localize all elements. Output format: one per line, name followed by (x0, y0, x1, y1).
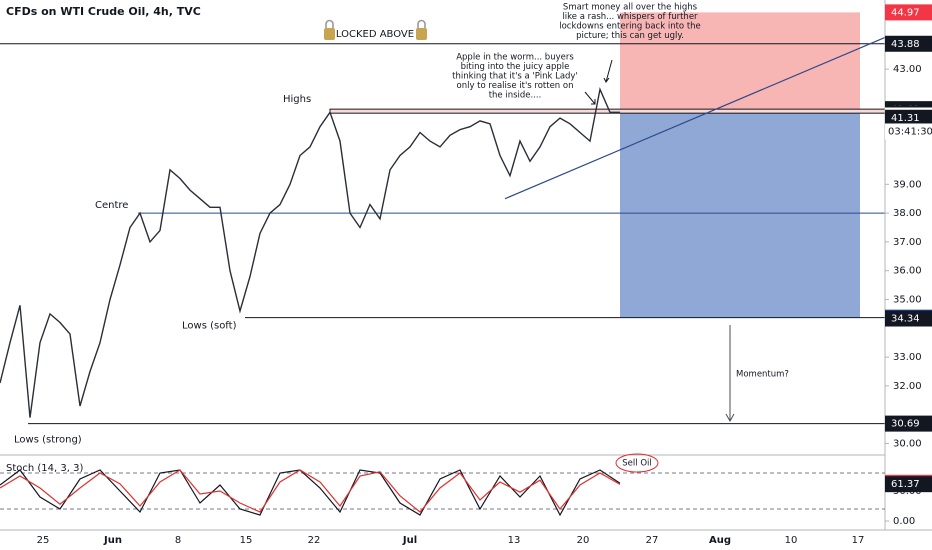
price-tag-label: 30.69 (891, 419, 920, 430)
trendline (504, 36, 886, 200)
stoch-title: Stoch (14, 3, 3) (6, 463, 83, 474)
price-tag-label: 41.31 (891, 113, 920, 124)
x-tick-label: 20 (577, 535, 590, 546)
x-tick-label: 25 (37, 535, 50, 546)
note-line: Smart money all over the highs (563, 3, 698, 13)
y-tick-label: 33.00 (893, 352, 922, 363)
price-tag (885, 109, 932, 126)
x-tick-label: Jun (103, 535, 122, 546)
target-zone (620, 113, 860, 318)
y-tick-label: 39.00 (893, 179, 922, 190)
level-label: Lows (strong) (14, 435, 82, 446)
note-line: thinking that it's a 'Pink Lady' (452, 72, 578, 82)
timer-tag (885, 123, 932, 140)
note-line: like a rash... whispers of further (562, 12, 698, 22)
x-tick-label: 10 (785, 535, 798, 546)
level-label: Highs (283, 94, 311, 105)
price-tag (885, 476, 932, 493)
plot: Highs Centre Lows (soft) Lows (strong) (0, 12, 886, 446)
price-tag-label: 34.34 (891, 314, 920, 325)
y-tick-label: 43.00 (893, 64, 922, 75)
price-tag (885, 4, 932, 21)
y-tick-label: 32.00 (893, 381, 922, 392)
level-label: Centre (95, 200, 128, 211)
stop-zone (620, 12, 860, 114)
y-tick-label: 35.00 (893, 294, 922, 305)
y-tick-label: 30.00 (893, 438, 922, 449)
level-label: Lows (soft) (182, 321, 237, 332)
price-tag (885, 35, 932, 52)
y-tick-label: 38.00 (893, 208, 922, 219)
note-line: Apple in the worm... buyers (456, 53, 574, 63)
price-line (0, 86, 620, 418)
momentum-arrow (725, 325, 735, 423)
stoch-line (0, 469, 621, 513)
note-line: lockdowns entering back into the (559, 22, 701, 32)
note-line: the inside.... (489, 91, 542, 101)
y-tick-label: 0.00 (893, 516, 915, 527)
x-tick-label: 22 (308, 535, 321, 546)
x-tick-label: 15 (240, 535, 253, 546)
x-tick-label: 17 (852, 535, 865, 546)
locked-label: LOCKED ABOVE (336, 29, 414, 40)
price-tag (885, 310, 932, 327)
x-tick-label: 13 (508, 535, 521, 546)
sell-ellipse (615, 453, 659, 473)
price-tag (885, 415, 932, 432)
arrow (584, 91, 596, 105)
chart-title: CFDs on WTI Crude Oil, 4h, TVC (6, 5, 201, 18)
sell-label: Sell Oil (622, 459, 651, 469)
note-line: biting into the juicy apple (461, 62, 570, 72)
arrow (603, 59, 613, 83)
lock-icon (416, 19, 427, 40)
price-tag-label: 43.88 (891, 39, 920, 50)
y-tick-label: 36.00 (893, 266, 922, 277)
timer-label: 03:41:30 (888, 126, 932, 137)
x-tick-label: 27 (646, 535, 659, 546)
lock-icon (324, 19, 335, 40)
x-tick-label: Jul (402, 535, 417, 546)
price-tag-label: 44.97 (891, 7, 920, 18)
x-tick-label: 8 (175, 535, 181, 546)
x-tick-label: Aug (709, 535, 731, 546)
momentum-label: Momentum? (736, 370, 789, 380)
highs-zone (329, 108, 886, 114)
note-line: picture; this can get ugly. (576, 31, 684, 41)
note-line: only to realise it's rotten on (457, 81, 574, 91)
y-tick-label: 37.00 (893, 237, 922, 248)
price-tag-label: 61.37 (891, 479, 920, 490)
stoch-line (0, 469, 621, 517)
